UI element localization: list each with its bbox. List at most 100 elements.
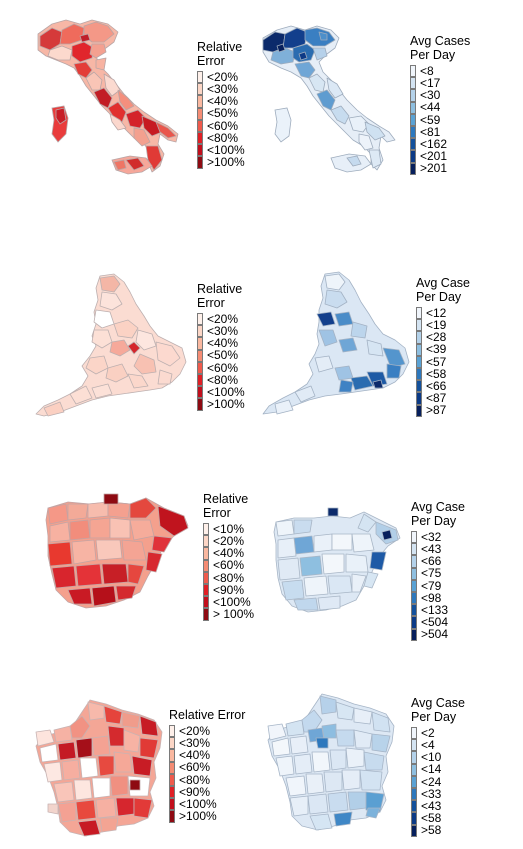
legend-item: >100%	[197, 156, 245, 169]
legend-item: <66	[411, 555, 465, 568]
legend-label: <14	[421, 762, 442, 777]
legend-label: <40%	[179, 748, 211, 763]
legend-swatch	[169, 810, 175, 823]
france-relative-error-map	[35, 699, 163, 837]
legend-item: <162	[410, 138, 470, 150]
legend-item: <40%	[197, 336, 245, 351]
legend-item: <79	[411, 579, 465, 592]
legend-item: <30%	[169, 737, 245, 749]
legend-label: >100%	[207, 397, 245, 412]
legend-label: <10%	[213, 521, 245, 536]
legend-swatch	[197, 119, 203, 132]
legend-swatch	[411, 628, 417, 641]
legend-item: >87	[416, 404, 470, 417]
legend-swatch	[203, 571, 209, 584]
legend-swatch	[203, 559, 209, 572]
legend-swatch	[203, 608, 209, 621]
legend-label: <40%	[207, 94, 239, 109]
legend-item: <58	[411, 812, 465, 825]
legend-item: <80%	[203, 571, 254, 584]
legend-swatch	[197, 95, 203, 108]
legend-label: <39	[426, 342, 447, 357]
legend-label: >504	[421, 627, 449, 642]
legend-item: >58	[411, 823, 465, 838]
legend-item: <39	[416, 342, 470, 357]
legend-item: <60%	[169, 761, 245, 774]
legend-label: <20%	[179, 723, 211, 738]
legend-label: <81	[420, 124, 441, 139]
legend-item: <60%	[197, 119, 245, 132]
legend-label: <50%	[207, 348, 239, 363]
legend-swatch	[411, 800, 417, 813]
legend-label: <43	[421, 799, 442, 814]
legend-swatch	[197, 361, 203, 374]
legend-swatch	[169, 749, 175, 762]
legend-title: Avg Case Per Day	[411, 500, 465, 528]
legend-item: <50%	[197, 107, 245, 120]
legend-item: <14	[411, 762, 465, 777]
legend-label: <43	[421, 542, 442, 557]
legend-swatch	[197, 373, 203, 387]
legend-label: <98	[421, 590, 442, 605]
legend-label: <4	[421, 738, 435, 753]
legend-swatch	[197, 131, 203, 145]
legend-item: <32	[411, 529, 465, 544]
legend-item: <60%	[197, 360, 245, 375]
legend-swatch	[197, 313, 203, 326]
legend-label: <100%	[213, 595, 251, 610]
legend-label: <2	[421, 725, 435, 740]
legend-swatch	[411, 531, 417, 544]
legend-item: <66	[416, 380, 470, 392]
england-avg-cases-legend: Avg Case Per Day <12 <19 <28 <39 <57 <58 <66 <8…	[416, 276, 470, 417]
legend-item: <87	[416, 392, 470, 405]
legend-item: <133	[411, 604, 465, 616]
england-relative-error-legend: Relative Error <20% <30% <40% <50% <60% <80% <…	[197, 282, 245, 411]
legend-label: <32	[421, 529, 442, 544]
legend-swatch	[197, 349, 203, 362]
legend-label: <90%	[179, 784, 211, 799]
legend-item: <43	[411, 543, 465, 555]
legend-label: <60%	[207, 360, 239, 375]
legend-swatch	[411, 616, 417, 629]
france-avg-cases-legend: Avg Case Per Day <2 <4 <10 <14 <24 <33 <43 <58 >…	[411, 696, 465, 837]
legend-swatch	[416, 355, 422, 368]
panel-france: Relative Error <20% <30% <40% <60% <80% <90% <…	[0, 690, 523, 849]
legend-swatch	[197, 337, 203, 350]
legend-label: <10	[421, 750, 442, 765]
france-relative-error-legend: Relative Error <20% <30% <40% <60% <80% <90% <…	[169, 708, 245, 823]
legend-swatch	[416, 307, 422, 320]
legend-swatch	[411, 567, 417, 580]
legend-title: Relative Error	[169, 708, 246, 722]
legend-item: >100%	[197, 397, 245, 412]
legend-swatch	[197, 144, 203, 157]
legend-item: <100%	[197, 386, 245, 398]
legend-item: > 100%	[203, 608, 254, 621]
legend-item: <50%	[197, 348, 245, 363]
legend-label: <58	[426, 366, 447, 381]
legend-title: Avg Case Per Day	[411, 696, 465, 724]
legend-item: <30%	[197, 83, 245, 95]
legend-label: <44	[420, 100, 441, 115]
legend-item: <24	[411, 775, 465, 788]
legend-item: <80%	[197, 373, 245, 387]
legend-label: <12	[426, 305, 447, 320]
legend-label: <504	[421, 615, 449, 630]
legend-item: <98	[411, 590, 465, 605]
legend-swatch	[197, 325, 203, 338]
panel-italy: Relative Error <20% <30% <40% <50% <60% <80% <…	[0, 0, 523, 210]
legend-swatch	[411, 591, 417, 605]
legend-swatch	[197, 156, 203, 169]
legend-swatch	[411, 751, 417, 764]
spain-avg-cases-legend: Avg Case Per Day <32 <43 <66 <75 <79 <98 <133 <…	[411, 500, 465, 641]
legend-item: <90%	[203, 583, 254, 596]
legend-label: <60%	[213, 558, 245, 573]
legend-title: Relative Error	[197, 40, 243, 68]
legend-item: <58	[416, 366, 470, 381]
legend-title: Avg Cases Per Day	[410, 34, 471, 62]
legend-label: >58	[421, 823, 442, 838]
legend-label: <40%	[207, 336, 239, 351]
legend-title: Relative Error	[203, 492, 249, 520]
legend-swatch	[411, 579, 417, 592]
legend-swatch	[411, 727, 417, 740]
legend-item: <2	[411, 725, 465, 740]
